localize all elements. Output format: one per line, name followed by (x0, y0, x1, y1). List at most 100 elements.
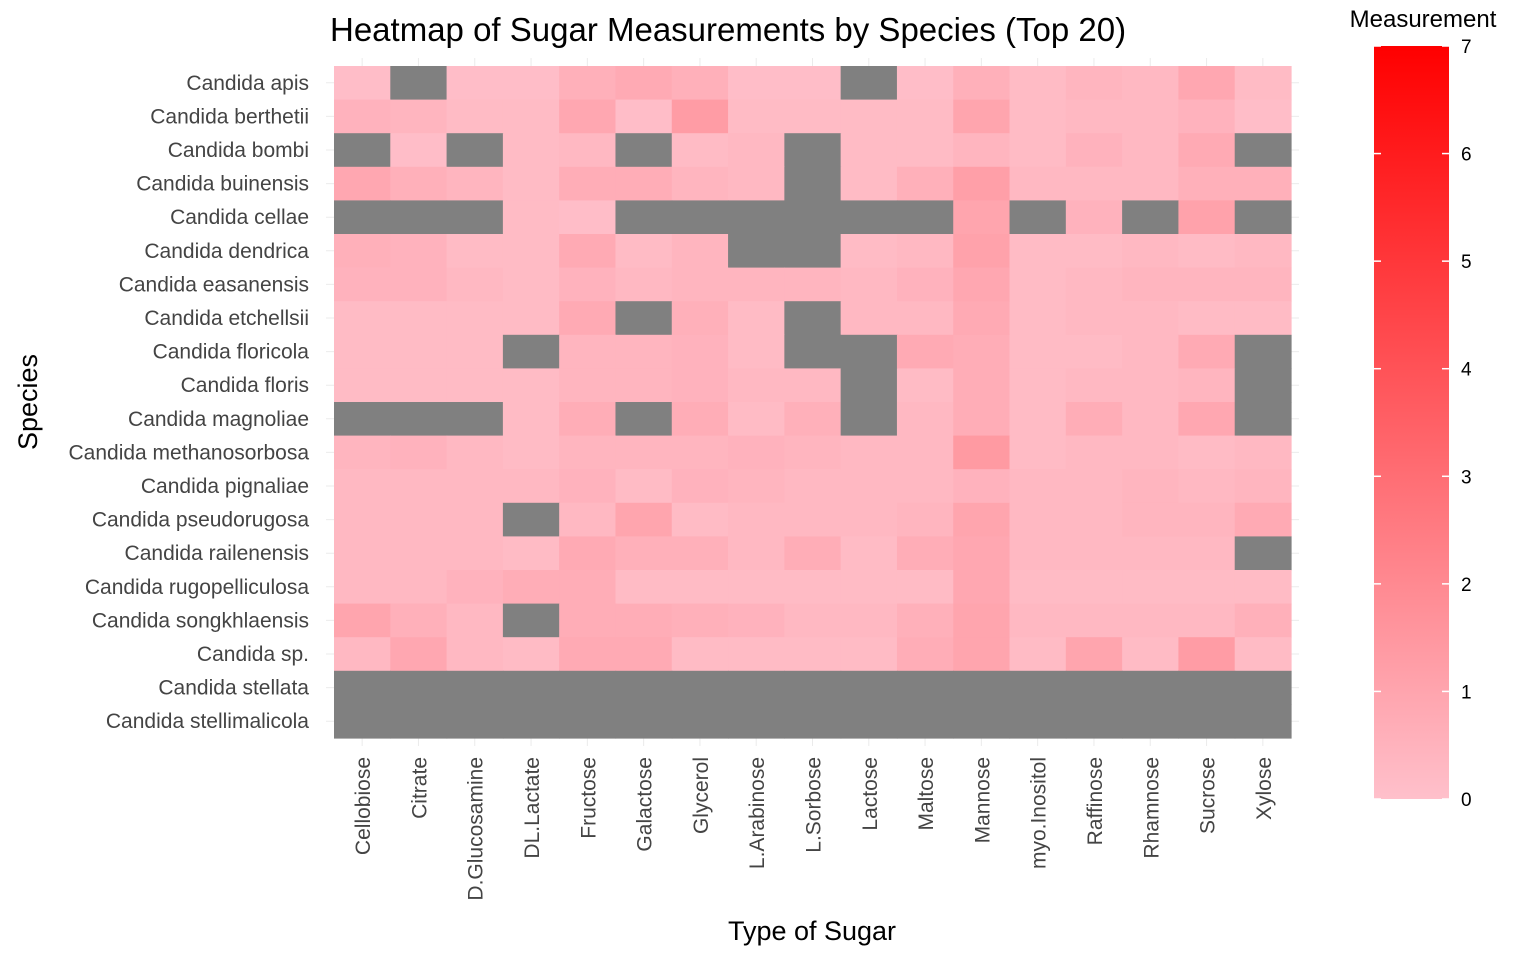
heatmap-cell (671, 99, 729, 134)
heatmap-cell (1234, 301, 1292, 336)
legend-tick-label: 6 (1461, 145, 1472, 166)
heatmap-cell (1234, 435, 1292, 470)
heatmap-cell (334, 267, 391, 302)
heatmap-cell (559, 234, 617, 269)
heatmap-cell (671, 570, 729, 605)
heatmap-cell (390, 301, 448, 336)
heatmap-cell (728, 536, 785, 571)
heatmap-cell (1122, 99, 1180, 134)
heatmap-cell (502, 536, 560, 571)
heatmap-cell (953, 234, 1011, 269)
heatmap-cell (390, 200, 448, 235)
heatmap-cell (334, 670, 391, 705)
heatmap-cell (840, 603, 898, 638)
heatmap-cell (446, 603, 504, 638)
x-tick-label: Galactose (634, 757, 657, 852)
heatmap-cell (502, 234, 560, 269)
heatmap-cell (1178, 133, 1236, 168)
heatmap-cell (334, 234, 391, 269)
heatmap-cell (446, 166, 504, 201)
heatmap-cell (728, 502, 785, 537)
heatmap-cell (784, 469, 842, 504)
heatmap-cell (502, 267, 560, 302)
heatmap-cell (840, 301, 898, 336)
heatmap-cell (390, 670, 448, 705)
heatmap-cell (728, 133, 785, 168)
heatmap-cell (840, 368, 898, 403)
heatmap-cell (502, 570, 560, 605)
heatmap-cell (896, 334, 954, 369)
heatmap-cell (1065, 402, 1123, 437)
heatmap-cell (1009, 267, 1067, 302)
heatmap-cell (953, 166, 1011, 201)
x-axis-title: Type of Sugar (728, 916, 896, 946)
y-tick-label: Candida magnoliae (128, 408, 309, 431)
x-tick-label: Citrate (408, 757, 431, 819)
heatmap-cell (390, 133, 448, 168)
heatmap-cell (1234, 502, 1292, 537)
heatmap-cell (1122, 368, 1180, 403)
heatmap-cell (1234, 166, 1292, 201)
heatmap-cell (728, 670, 785, 705)
heatmap-cell (953, 469, 1011, 504)
heatmap-cell (334, 637, 391, 672)
heatmap-cell (559, 570, 617, 605)
heatmap-cell (1178, 267, 1236, 302)
heatmap-cell (953, 570, 1011, 605)
heatmap-cell (559, 435, 617, 470)
heatmap-cell (502, 66, 560, 101)
heatmap-cell (390, 435, 448, 470)
heatmap-cell (1122, 301, 1180, 336)
heatmap-cell (502, 99, 560, 134)
heatmap-cell (1122, 234, 1180, 269)
heatmap-cell (334, 99, 391, 134)
heatmap-cell (615, 536, 673, 571)
heatmap-cell (559, 704, 617, 739)
heatmap-cell (615, 603, 673, 638)
heatmap-cell (615, 469, 673, 504)
heatmap-cell (1178, 570, 1236, 605)
y-tick-label: Candida railenensis (125, 542, 309, 565)
x-tick-label: DL.Lactate (521, 757, 544, 859)
heatmap-cell (559, 670, 617, 705)
heatmap-cell (1178, 334, 1236, 369)
heatmap-cell (671, 234, 729, 269)
heatmap-cell (390, 234, 448, 269)
heatmap-cell (953, 133, 1011, 168)
heatmap-cell (615, 99, 673, 134)
heatmap-cell (1234, 570, 1292, 605)
heatmap-cell (784, 570, 842, 605)
heatmap-cell (390, 637, 448, 672)
heatmap-cell (334, 334, 391, 369)
heatmap-cell (1065, 267, 1123, 302)
heatmap-cell (446, 66, 504, 101)
heatmap-cell (390, 502, 448, 537)
heatmap-cell (728, 637, 785, 672)
heatmap-cell (502, 301, 560, 336)
heatmap-cell (615, 66, 673, 101)
heatmap-cell (953, 670, 1011, 705)
heatmap-cell (1065, 637, 1123, 672)
heatmap-cell (728, 200, 785, 235)
heatmap-cell (953, 402, 1011, 437)
heatmap-cell (671, 670, 729, 705)
heatmap-cell (1009, 368, 1067, 403)
heatmap-cell (1009, 670, 1067, 705)
heatmap-cell (784, 301, 842, 336)
heatmap-cell (390, 570, 448, 605)
heatmap-cell (784, 502, 842, 537)
legend-colorbar (1374, 46, 1449, 799)
y-tick-label: Candida sp. (197, 643, 309, 666)
heatmap-cell (728, 704, 785, 739)
heatmap-cell (390, 536, 448, 571)
heatmap-cell (896, 166, 954, 201)
heatmap-cell (953, 536, 1011, 571)
heatmap-cell (446, 267, 504, 302)
heatmap-cell (1122, 637, 1180, 672)
heatmap-cell (1234, 234, 1292, 269)
heatmap-cell (896, 66, 954, 101)
heatmap-cell (390, 603, 448, 638)
heatmap-cell (896, 670, 954, 705)
heatmap-cell (1009, 637, 1067, 672)
x-tick-label: Cellobiose (352, 757, 375, 855)
